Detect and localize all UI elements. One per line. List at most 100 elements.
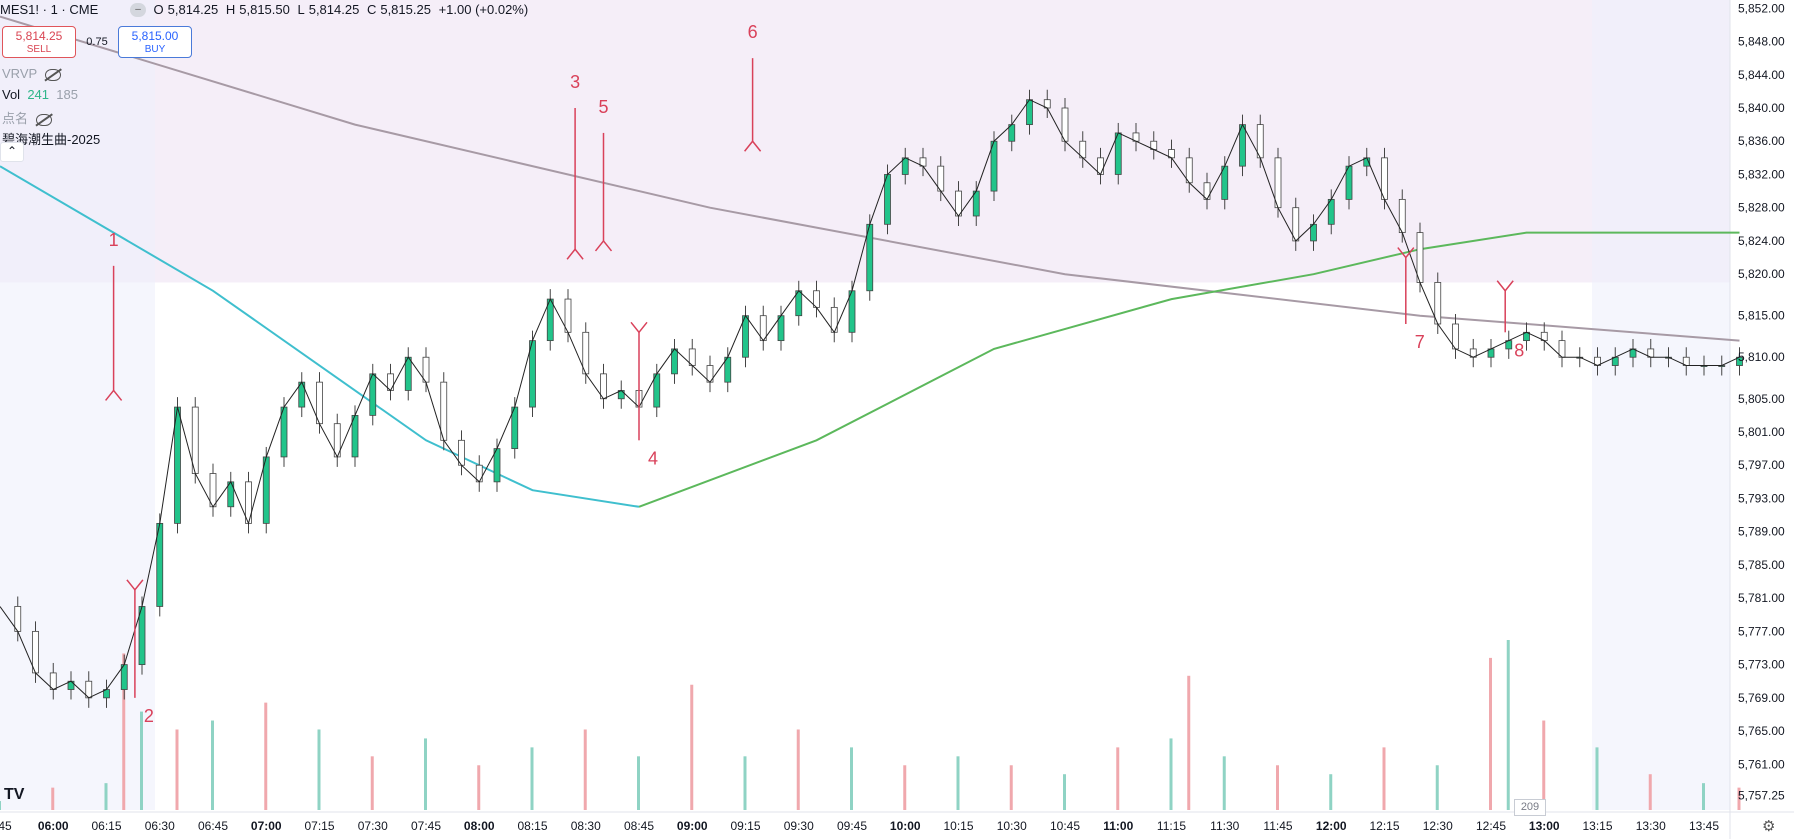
annotation-label: 4 [648,448,658,468]
spread-value: 0.75 [86,36,108,48]
candle-body [280,406,288,458]
candle-body [529,340,536,408]
annotation-label: 7 [1415,332,1425,352]
x-tick-label: 11:00 [1103,819,1133,833]
candle-body [316,381,323,425]
indicator-custom[interactable]: 碧海潮生曲-2025 [2,129,100,148]
y-tick-label: 5,797.00 [1738,458,1785,472]
x-tick-label: 09:00 [677,819,708,833]
y-tick-label: 5,820.00 [1738,267,1785,281]
vol-value-a: 241 [27,87,50,102]
tradingview-logo-icon[interactable]: TV [4,786,25,803]
volume-bar [1276,765,1279,810]
y-tick-label: 5,765.00 [1738,724,1785,738]
annotation-arrow-head [594,239,613,252]
volume-bar [796,729,800,810]
x-tick-label: 07:00 [251,819,282,833]
open-label: O [153,2,164,17]
y-tick-label: 5,761.00 [1738,757,1785,771]
buy-button[interactable]: 5,815.00 BUY [118,26,192,58]
high-label: H [225,2,236,17]
session-shade-left [0,0,155,810]
annotation-arrow-head [630,321,648,334]
y-tick-label: 5,793.00 [1738,491,1785,505]
y-tick-label: 5,852.00 [1738,1,1785,15]
volume-bar [1648,774,1652,810]
volume-bar [264,702,268,810]
y-tick-label: 5,801.00 [1738,425,1785,439]
x-tick-label: 13:30 [1636,819,1666,833]
volume-bar [1595,747,1599,810]
change-value: +1.00 (+0.02%) [438,2,529,17]
chevron-up-icon[interactable]: ⌃ [0,142,24,162]
x-tick-label: 09:30 [784,819,814,833]
gear-icon[interactable]: ⚙ [1762,818,1776,835]
ma-green-line [638,231,1740,508]
x-tick-label: 13:45 [1689,819,1719,833]
candle-body [1274,157,1282,209]
buy-label: BUY [144,44,166,55]
volume-bar [583,729,587,810]
indicator-points[interactable]: 点名 [2,108,53,127]
annotation-label: 8 [1514,340,1524,360]
y-tick-label: 5,757.25 [1738,788,1785,802]
x-tick-label: 10:45 [1050,819,1080,833]
annotation-label: 6 [748,22,758,42]
vol-value-b: 185 [56,87,78,102]
volume-bar [1435,765,1439,810]
annotation-label: 2 [144,706,154,726]
vol-label: Vol [2,87,21,102]
x-tick-label: 09:45 [837,819,867,833]
upper-zone-bg [0,0,1730,283]
volume-bar [903,765,907,810]
points-label: 点名 [2,111,29,126]
y-tick-label: 5,836.00 [1738,134,1785,148]
y-tick-label: 5,777.00 [1738,624,1785,638]
annotation-label: 5 [598,97,608,117]
candle-body [1239,124,1246,167]
x-tick-label: 11:45 [1263,819,1292,833]
volume-bar [104,783,108,810]
x-tick-label: 12:00 [1316,819,1347,833]
price-line [0,99,1740,699]
candle-body [866,223,874,292]
high-value: 5,815.50 [239,2,290,17]
volume-bar [1489,657,1492,810]
eye-hidden-icon[interactable] [45,68,62,81]
volume-bar [477,765,481,810]
low-label: L [297,2,305,17]
volume-bar [690,684,694,810]
x-tick-label: 06:00 [38,819,69,833]
ma-grey-line [0,15,1740,342]
volume-bar [1222,756,1226,810]
y-tick-label: 5,844.00 [1738,68,1785,82]
candle-body [174,406,181,524]
minus-icon[interactable]: – [130,3,146,17]
volume-bar [1187,675,1191,810]
session-shade-right [1592,0,1730,810]
volume-badge: 209 [1514,799,1546,816]
indicator-vrvp[interactable]: VRVP [2,66,62,81]
candle-body [848,290,856,333]
candle-body [138,606,146,666]
y-tick-label: 5,815.00 [1738,309,1785,323]
x-tick-label: 08:00 [464,819,495,833]
eye-hidden-icon[interactable] [36,113,53,126]
sell-button[interactable]: 5,814.25 SELL [2,26,76,58]
volume-bar [1116,747,1120,810]
annotation-arrow-head [566,248,584,260]
volume-bar [850,747,853,810]
x-tick-label: 12:45 [1476,819,1506,833]
y-tick-label: 5,769.00 [1738,691,1785,705]
symbol-title[interactable]: MES1! · 1 · CME [0,2,99,17]
candle-body [156,522,164,607]
candle-body [262,456,270,524]
annotation-label: 1 [109,230,119,250]
x-tick-label: 08:45 [624,819,654,833]
x-tick-label: 07:45 [411,819,441,833]
x-tick-label: 08:30 [571,819,601,833]
indicator-volume[interactable]: Vol 241 185 [2,87,78,102]
x-tick-label: 06:45 [198,819,228,833]
